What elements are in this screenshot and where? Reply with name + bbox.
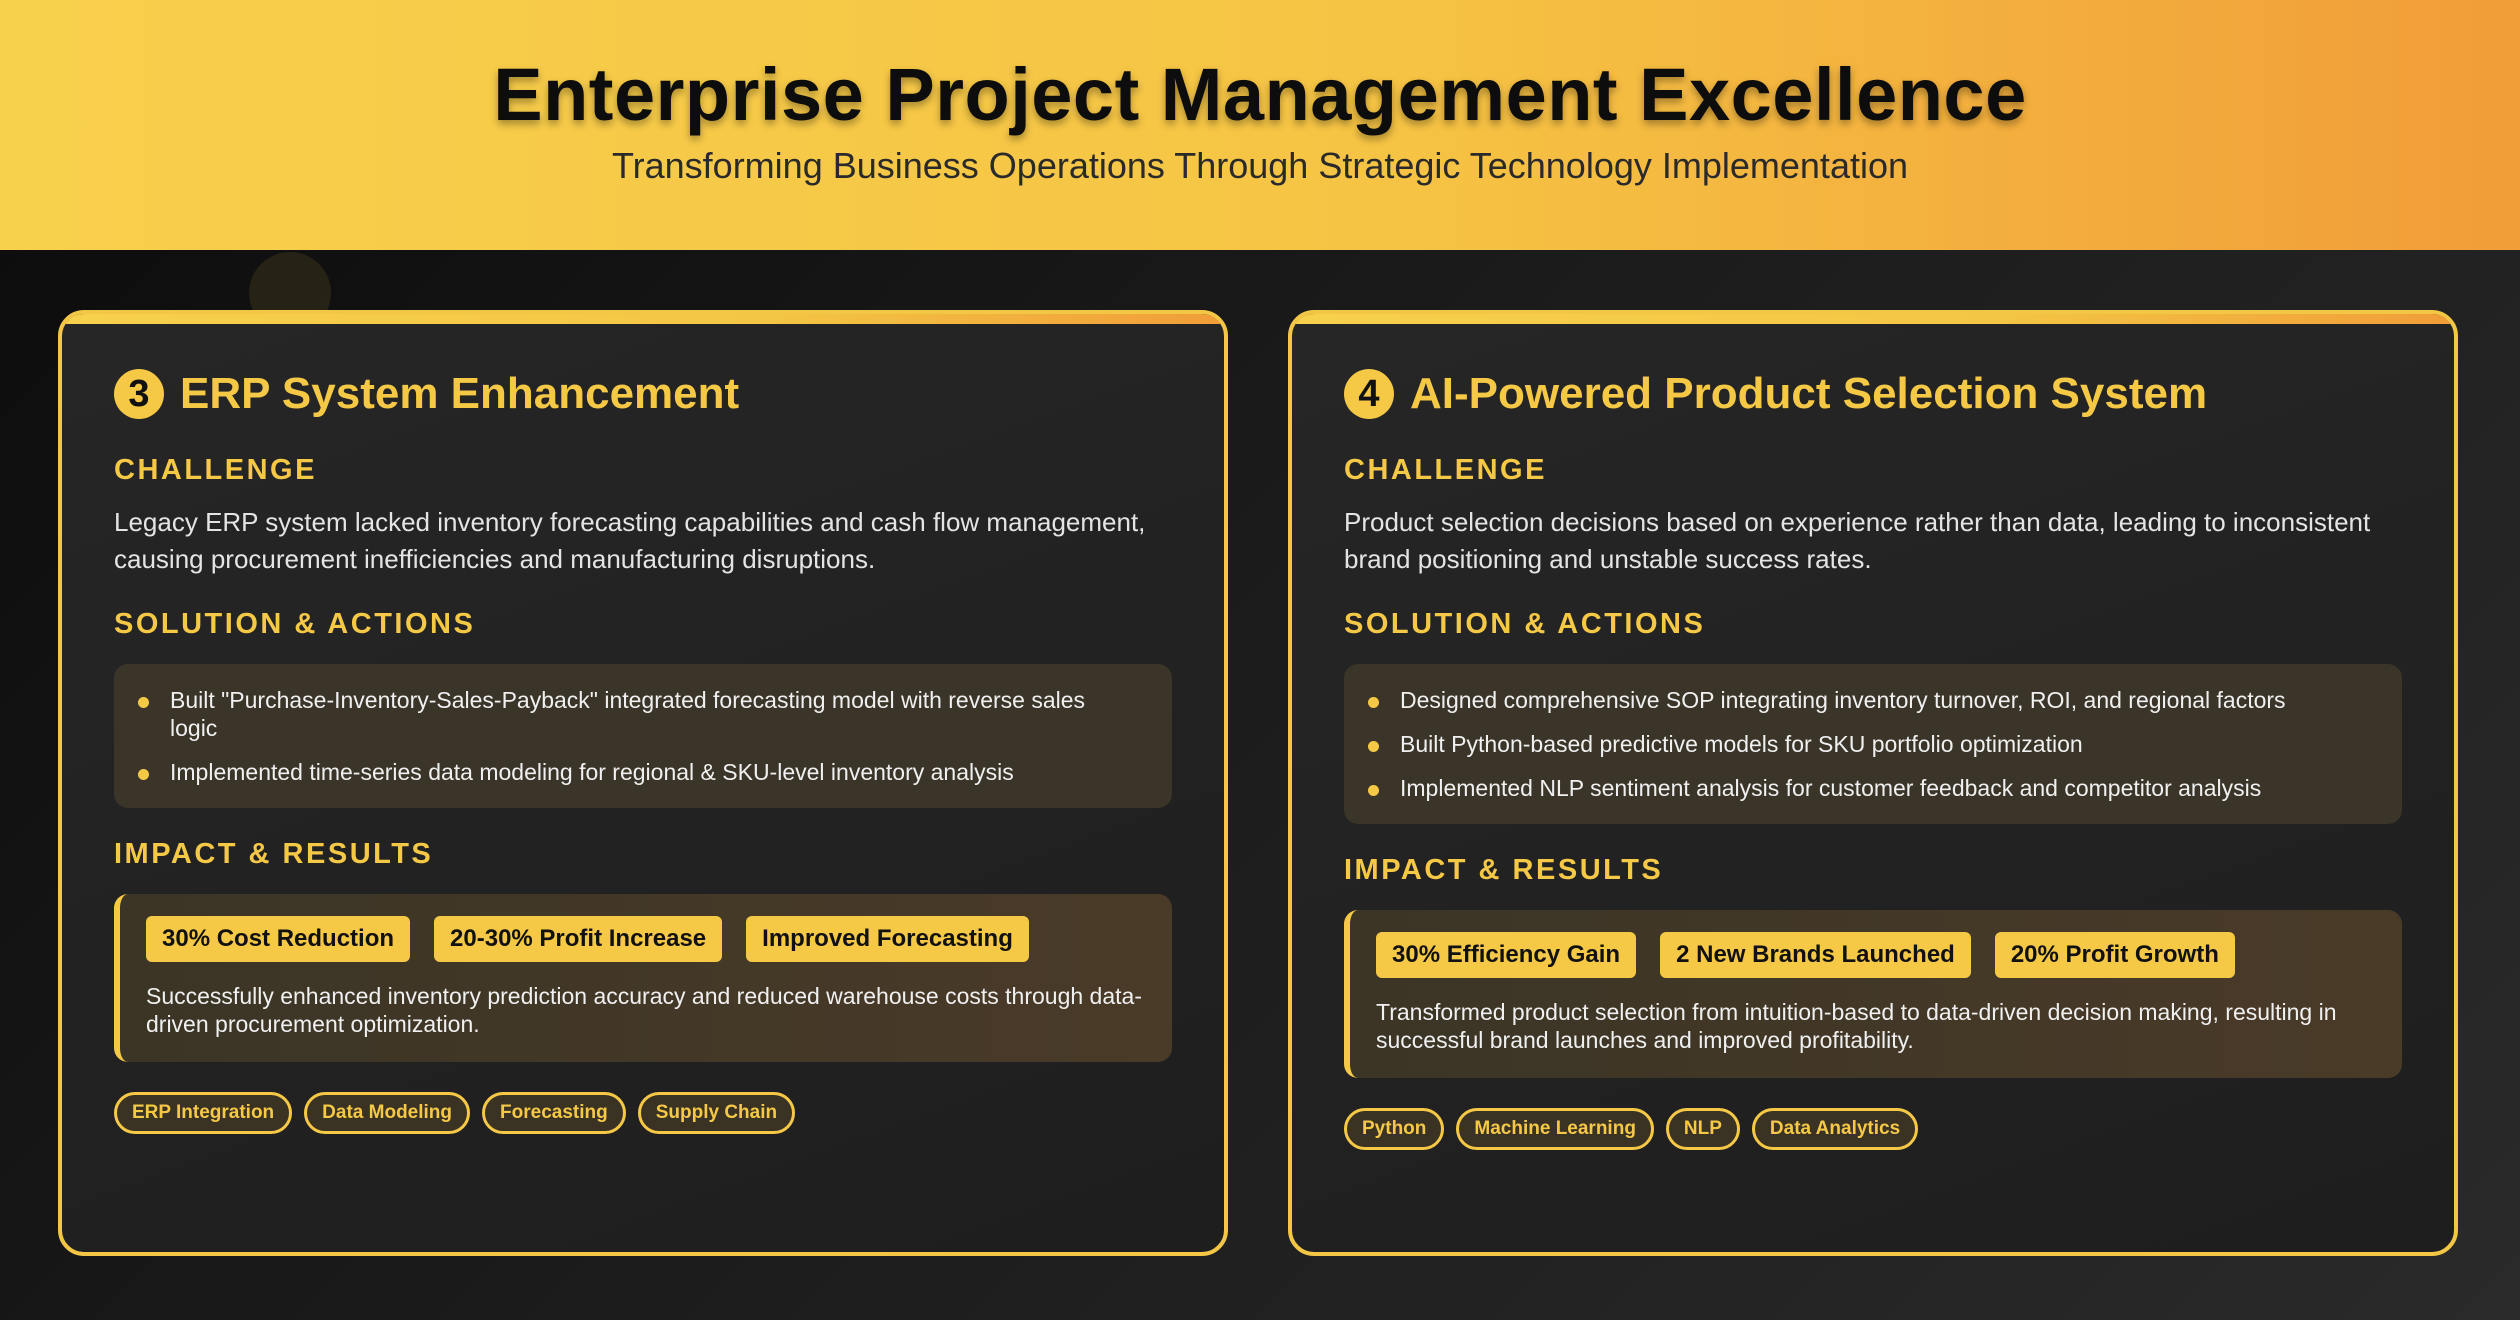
tag-pill: Forecasting [482, 1092, 626, 1134]
tag-pill: Data Modeling [304, 1092, 471, 1134]
tag-pill: ERP Integration [114, 1092, 293, 1134]
tags-row: ERP Integration Data Modeling Forecastin… [114, 1092, 1172, 1134]
project-card-ai: 4 AI-Powered Product Selection System CH… [1288, 310, 2458, 1256]
impact-label: IMPACT & RESULTS [1344, 854, 1664, 886]
tag-pill: Machine Learning [1456, 1108, 1654, 1150]
card-title-row: 4 AI-Powered Product Selection System [1344, 364, 2402, 424]
card-title: AI-Powered Product Selection System [1410, 369, 2208, 418]
number-badge: 3 [114, 369, 164, 419]
metric-badge: 20-30% Profit Increase [434, 916, 723, 962]
tag-pill: Python [1344, 1108, 1445, 1150]
impact-text: Transformed product selection from intui… [1376, 999, 2337, 1053]
actions-box: Designed comprehensive SOP integrating i… [1344, 664, 2402, 824]
metric-badge: 2 New Brands Launched [1660, 932, 1971, 978]
tag-pill: Data Analytics [1751, 1108, 1919, 1150]
challenge-text: Product selection decisions based on exp… [1344, 507, 2371, 574]
page-header: Enterprise Project Management Excellence… [0, 0, 2520, 250]
tag-pill: NLP [1665, 1108, 1740, 1150]
challenge-label: CHALLENGE [1344, 454, 1547, 486]
action-item: Designed comprehensive SOP integrating i… [1368, 686, 2352, 714]
card-title: ERP System Enhancement [180, 369, 740, 418]
metric-badge: 30% Cost Reduction [146, 916, 411, 962]
action-item: Built Python-based predictive models for… [1368, 730, 2352, 758]
solution-label: SOLUTION & ACTIONS [114, 608, 476, 640]
tag-pill: Supply Chain [637, 1092, 796, 1134]
challenge-label: CHALLENGE [114, 454, 317, 486]
impact-box: 30% Efficiency Gain 2 New Brands Launche… [1344, 910, 2402, 1078]
metric-badge: 20% Profit Growth [1994, 932, 2235, 978]
project-card-erp: 3 ERP System Enhancement CHALLENGE Legac… [58, 310, 1228, 1256]
metrics-row: 30% Cost Reduction 20-30% Profit Increas… [146, 916, 1146, 962]
number-badge: 4 [1344, 369, 1394, 419]
solution-label: SOLUTION & ACTIONS [1344, 608, 1706, 640]
metric-badge: 30% Efficiency Gain [1376, 932, 1637, 978]
card-title-row: 3 ERP System Enhancement [114, 364, 1172, 424]
actions-list: Designed comprehensive SOP integrating i… [1368, 686, 2352, 802]
actions-box: Built "Purchase-Inventory-Sales-Payback"… [114, 664, 1172, 808]
action-item: Implemented time-series data modeling fo… [138, 758, 1122, 786]
impact-label: IMPACT & RESULTS [114, 838, 434, 870]
impact-box: 30% Cost Reduction 20-30% Profit Increas… [114, 894, 1172, 1062]
impact-text: Successfully enhanced inventory predicti… [146, 983, 1142, 1037]
page-subtitle: Transforming Business Operations Through… [611, 145, 1909, 186]
action-item: Built "Purchase-Inventory-Sales-Payback"… [138, 686, 1122, 742]
tags-row: Python Machine Learning NLP Data Analyti… [1344, 1108, 2402, 1150]
metric-badge: Improved Forecasting [746, 916, 1029, 962]
challenge-text: Legacy ERP system lacked inventory forec… [114, 507, 1146, 574]
action-item: Implemented NLP sentiment analysis for c… [1368, 774, 2352, 802]
page-title: Enterprise Project Management Excellence [493, 53, 2027, 136]
metrics-row: 30% Efficiency Gain 2 New Brands Launche… [1376, 932, 2376, 978]
actions-list: Built "Purchase-Inventory-Sales-Payback"… [138, 686, 1122, 786]
